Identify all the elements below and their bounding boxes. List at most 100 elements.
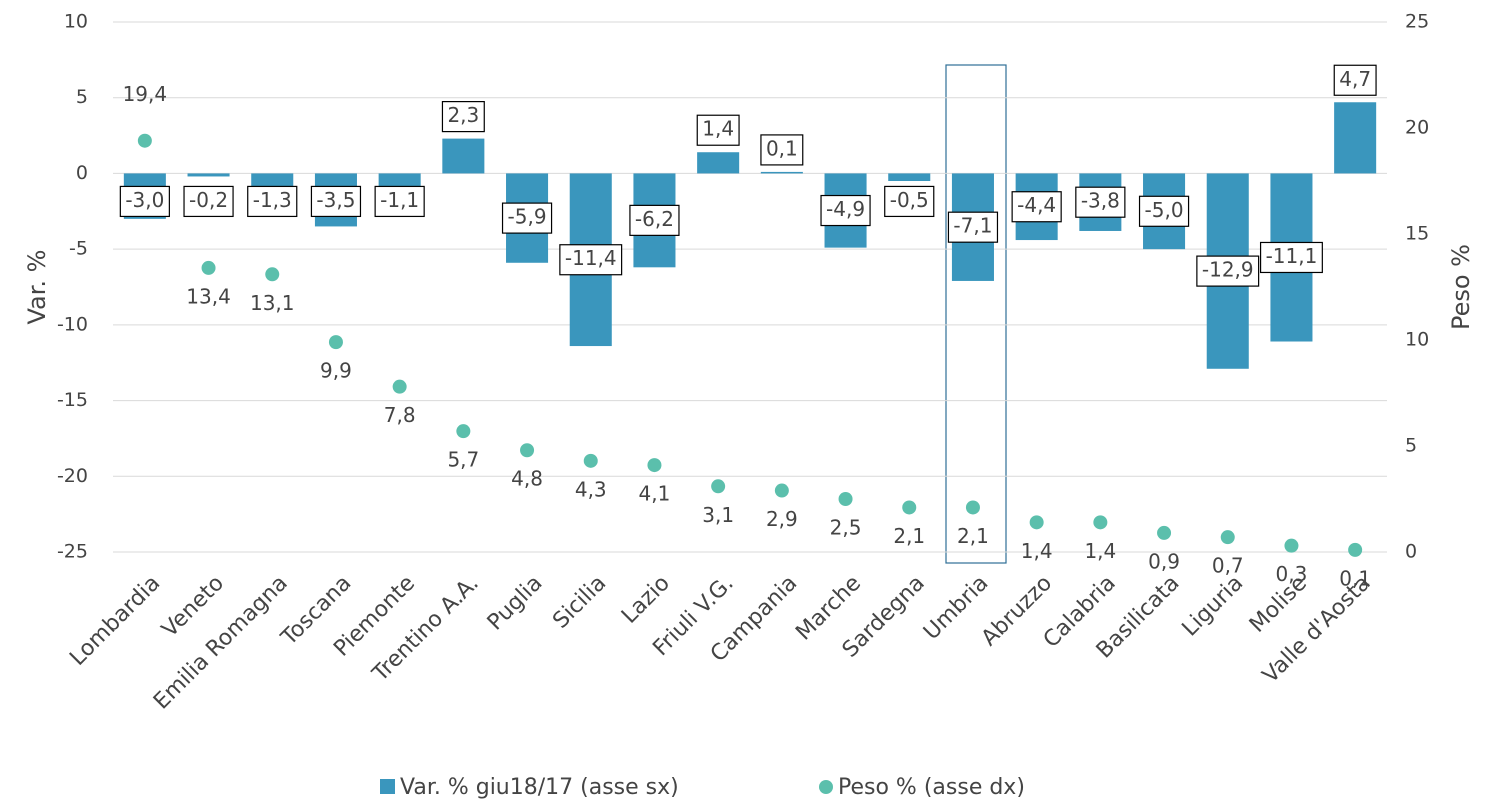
dot [1029, 515, 1044, 530]
highlight-box [945, 64, 1007, 564]
data-label: -3,5 [316, 188, 355, 212]
bar [187, 173, 230, 177]
x-tick-label: Sicilia [548, 571, 611, 634]
dot [265, 267, 280, 282]
data-label: 9,9 [320, 359, 352, 383]
data-label-group: -3,5 [310, 185, 362, 218]
dot [965, 500, 980, 515]
data-label-group: 4,8 [511, 467, 543, 491]
legend-swatch [819, 780, 833, 794]
dot [1220, 530, 1235, 545]
label-box [119, 185, 170, 218]
label-box [1196, 255, 1260, 287]
label-box [760, 134, 804, 166]
data-label: 4,8 [511, 467, 543, 491]
data-label: 4,1 [639, 482, 671, 506]
data-label: -4,4 [1017, 193, 1056, 217]
dot [520, 443, 535, 458]
data-label: 4,3 [575, 477, 607, 501]
legend-label: Peso % (asse dx) [838, 775, 1025, 800]
x-tick-label: Puglia [483, 571, 548, 636]
y-tick-label: 0 [76, 162, 88, 184]
data-label-group: -0,2 [183, 185, 234, 218]
dot [583, 453, 598, 468]
dot [1093, 515, 1108, 530]
data-label-group: -4,9 [820, 194, 871, 227]
data-label: -0,2 [189, 188, 228, 212]
bar [442, 138, 485, 174]
label-box [820, 194, 871, 227]
bar [697, 152, 740, 174]
data-label: 3,1 [702, 503, 734, 527]
x-tick-label: Liguria [1178, 571, 1249, 642]
data-label: -0,5 [890, 188, 929, 212]
dot [774, 483, 789, 498]
label-box [884, 185, 935, 218]
label-box [501, 202, 553, 234]
dot [647, 458, 662, 473]
dot [328, 335, 343, 350]
dot [201, 260, 216, 275]
y-tick-label: 5 [76, 86, 88, 108]
data-label-group: 2,9 [766, 507, 798, 531]
data-label-group: -5,9 [501, 202, 553, 234]
data-label-group: 2,1 [893, 524, 925, 548]
y-tick-label: -15 [57, 389, 88, 411]
dot [1348, 542, 1363, 557]
data-label: -3,0 [125, 188, 164, 212]
data-label: -5,9 [508, 205, 547, 229]
data-label-group: 9,9 [320, 359, 352, 383]
label-box [183, 185, 234, 218]
data-label-group: 0,7 [1212, 554, 1244, 578]
data-label: 2,1 [893, 524, 925, 548]
data-label-group: 13,1 [250, 291, 295, 315]
data-label: 1,4 [702, 117, 734, 141]
data-label-group: -1,3 [247, 185, 298, 218]
data-label: 13,4 [186, 284, 231, 308]
data-label-group: 7,8 [384, 403, 416, 427]
data-label-group: -5,0 [1138, 195, 1190, 227]
data-label-group: -1,1 [374, 185, 425, 218]
data-label: 5,7 [447, 448, 479, 472]
y-tick-label: -10 [57, 313, 88, 335]
data-label-group: -6,2 [629, 204, 680, 236]
y2-tick-label: 5 [1405, 435, 1417, 457]
data-label: 13,1 [250, 291, 295, 315]
data-label: -11,4 [565, 246, 617, 270]
data-label-group: 0,1 [760, 134, 804, 166]
dot [902, 500, 917, 515]
y-tick-label: -20 [57, 465, 88, 487]
y2-axis-label: Peso % [1447, 244, 1475, 330]
data-label-group: 2,1 [957, 524, 989, 548]
data-label: 0,7 [1212, 554, 1244, 578]
label-box [374, 185, 425, 218]
data-label: -7,1 [953, 214, 992, 238]
dot [1284, 538, 1299, 553]
data-label: -5,0 [1145, 198, 1184, 222]
dot [456, 424, 471, 439]
label-box [696, 114, 740, 146]
data-label: -11,1 [1266, 244, 1318, 268]
data-label-group: 4,7 [1333, 64, 1377, 96]
data-label: -1,1 [380, 188, 419, 212]
label-box [559, 244, 623, 276]
y2-tick-label: 25 [1405, 11, 1429, 33]
data-label-group: 4,3 [575, 477, 607, 501]
label-box [629, 204, 680, 236]
data-label-group: 1,4 [696, 114, 740, 146]
data-label: -1,3 [253, 188, 292, 212]
data-label: 0,1 [766, 136, 798, 160]
data-label: 2,9 [766, 507, 798, 531]
data-label: 2,5 [830, 516, 862, 540]
y2-tick-label: 15 [1405, 223, 1429, 245]
data-label: 4,7 [1339, 67, 1371, 91]
legend-label: Var. % giu18/17 (asse sx) [400, 775, 679, 800]
y-tick-label: 10 [64, 11, 88, 33]
data-label: 2,3 [447, 103, 479, 127]
data-label: 1,4 [1021, 539, 1053, 563]
data-label: 2,1 [957, 524, 989, 548]
bar [888, 173, 931, 181]
data-label: -12,9 [1202, 258, 1254, 282]
data-label: -4,9 [826, 197, 865, 221]
